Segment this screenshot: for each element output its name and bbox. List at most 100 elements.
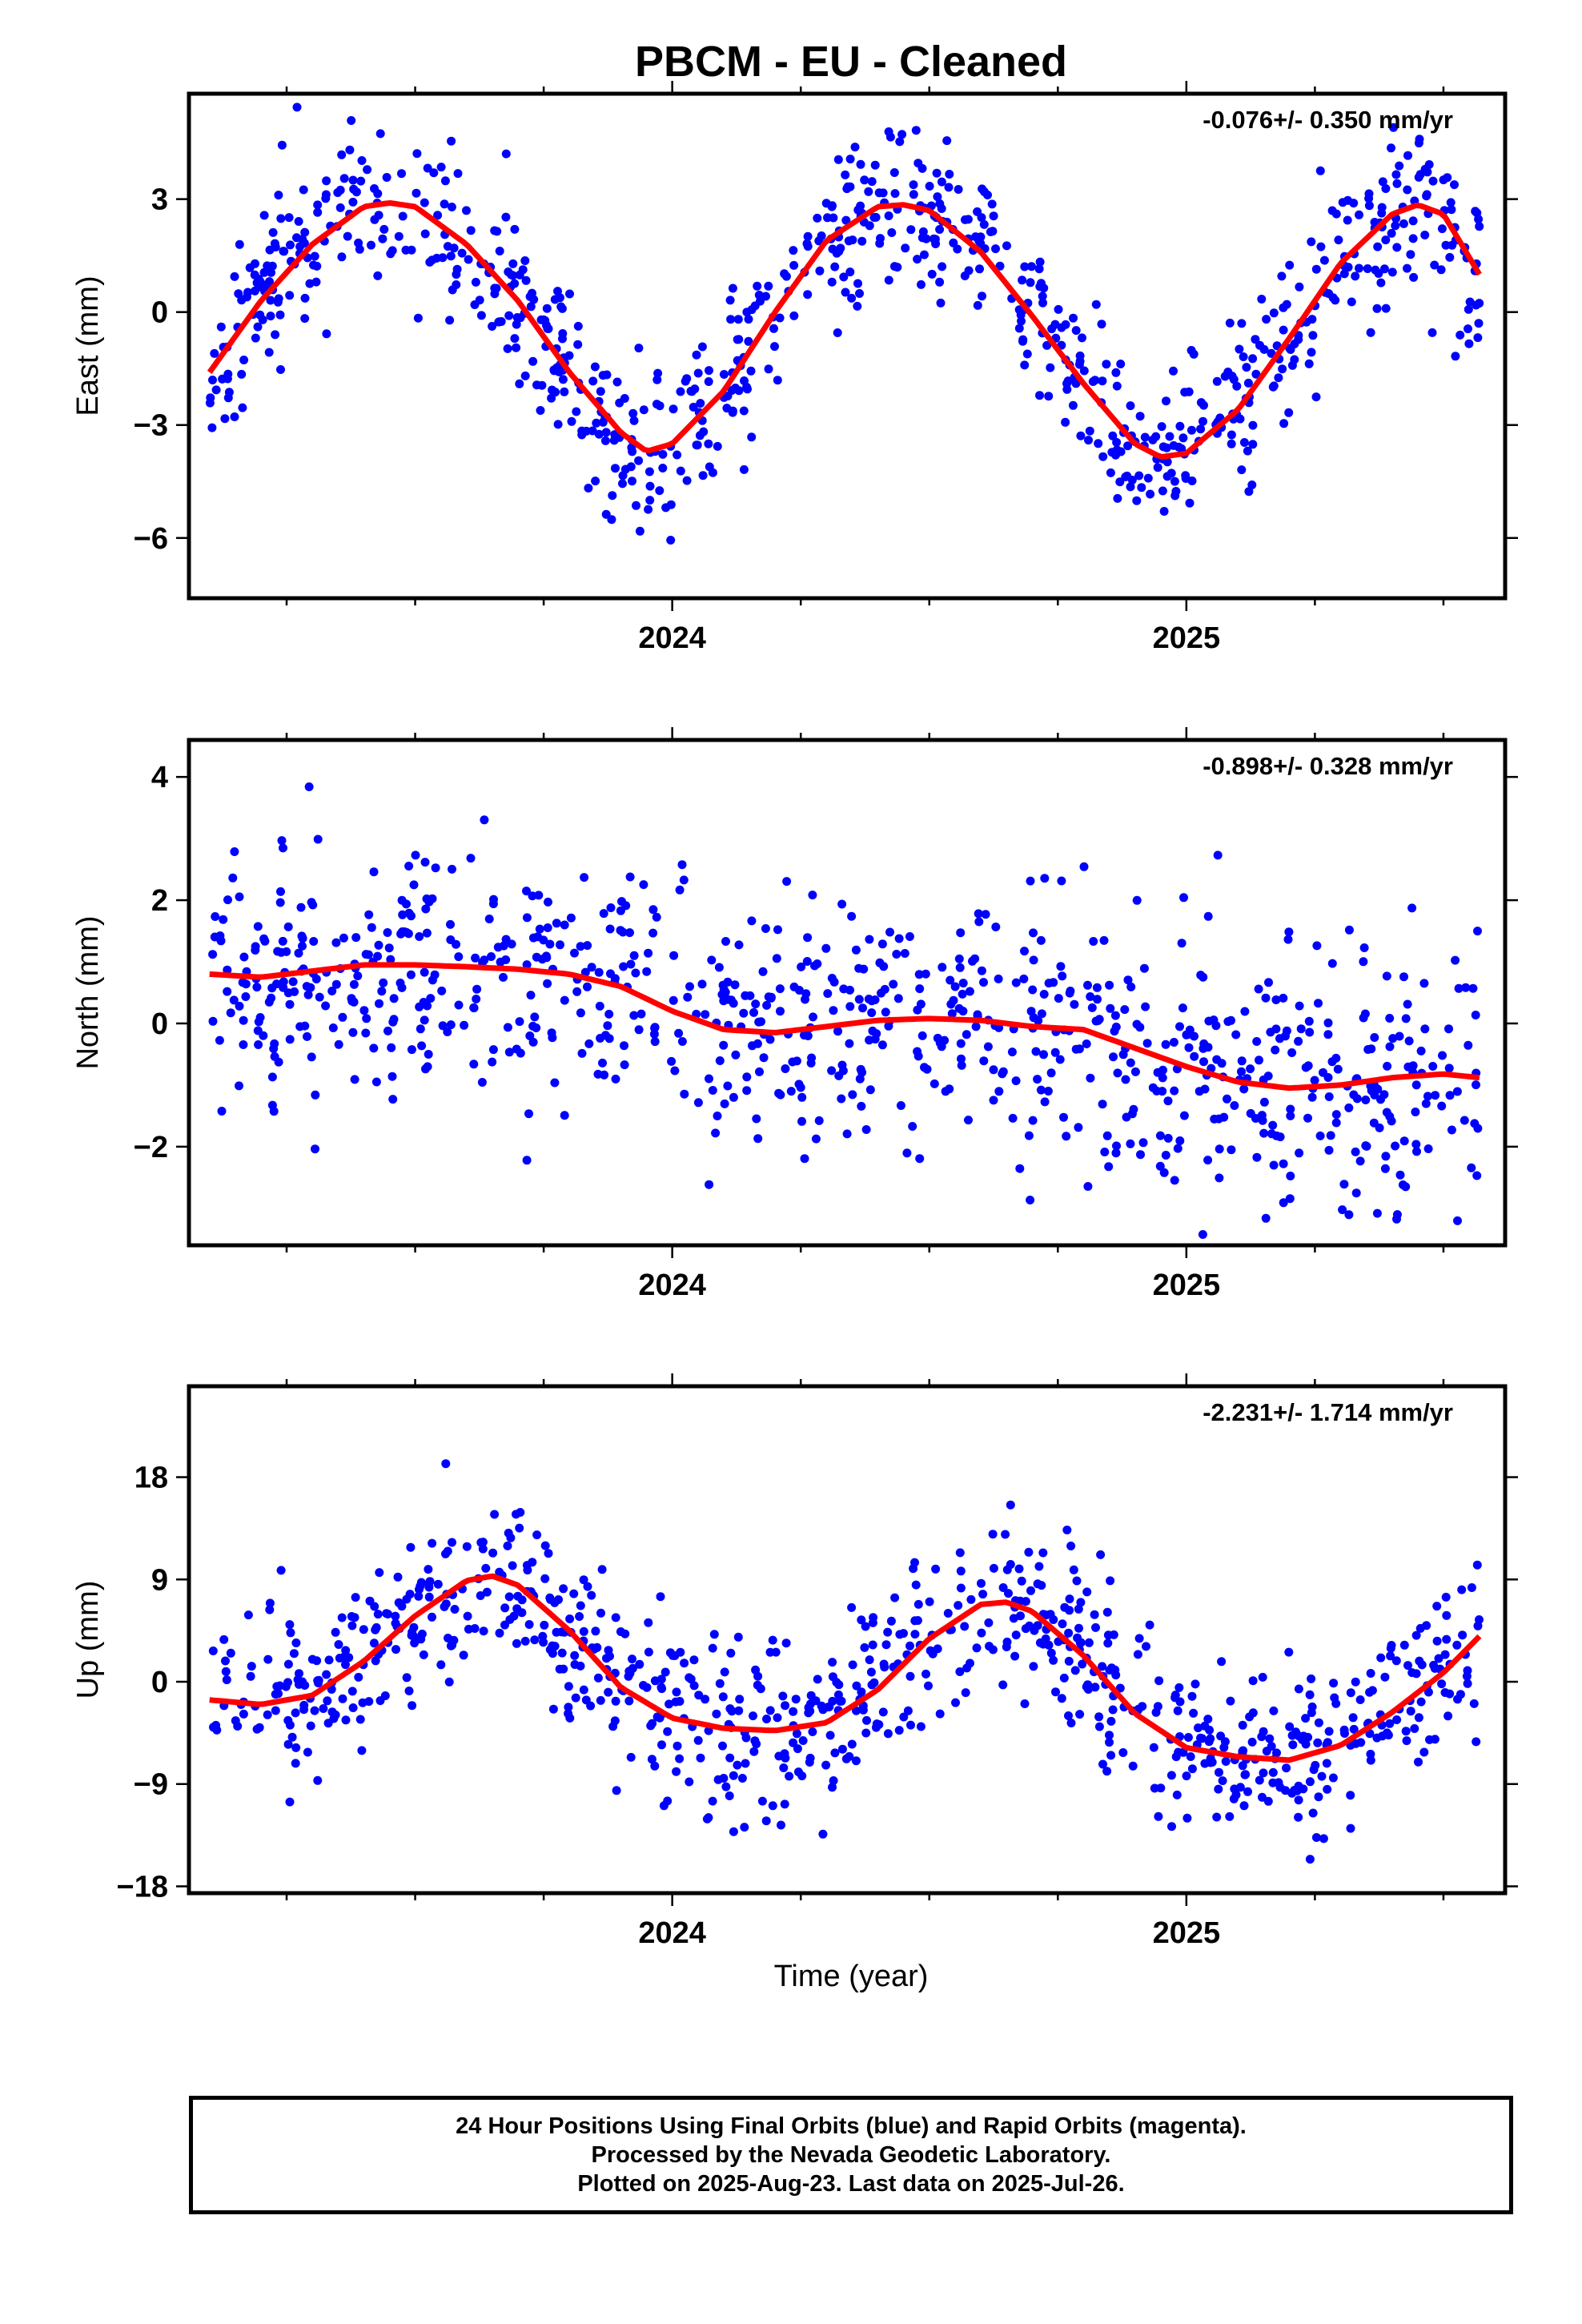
data-point (1161, 1039, 1170, 1049)
data-point (1355, 210, 1363, 219)
data-point (965, 987, 974, 996)
data-point (1153, 463, 1162, 472)
data-point (377, 987, 387, 996)
data-point (1035, 391, 1044, 400)
data-point (833, 328, 842, 337)
data-point (1106, 1716, 1116, 1726)
data-point (1257, 295, 1267, 304)
y-tick-label: 2 (151, 884, 168, 918)
data-point (1199, 1043, 1208, 1053)
data-point (313, 207, 323, 217)
data-point (915, 1154, 925, 1164)
fit-curve (207, 200, 1482, 460)
data-point (1112, 1141, 1121, 1151)
data-point (247, 1662, 256, 1671)
data-point (1070, 999, 1079, 1009)
data-point (300, 227, 310, 237)
data-point (1235, 344, 1244, 354)
data-point (1380, 1164, 1390, 1173)
data-point (884, 127, 893, 136)
data-point (723, 1081, 733, 1091)
data-point (833, 155, 843, 164)
data-point (1062, 1526, 1072, 1534)
data-point (1031, 1047, 1041, 1056)
data-point (1155, 1161, 1165, 1171)
data-point (540, 1620, 549, 1630)
data-point (1247, 1737, 1257, 1747)
data-point (683, 992, 693, 1002)
data-point (894, 1726, 904, 1735)
data-point (303, 1031, 311, 1041)
data-point (322, 1670, 331, 1679)
data-point (429, 168, 439, 178)
data-point (1033, 1075, 1042, 1084)
data-point (239, 1040, 248, 1049)
data-point (649, 1029, 659, 1039)
data-point (652, 400, 661, 409)
data-point (571, 1693, 580, 1703)
data-point (1226, 1696, 1235, 1706)
data-point (848, 1090, 857, 1100)
data-point (299, 1700, 309, 1710)
data-point (1215, 1767, 1223, 1777)
data-point (1248, 420, 1258, 430)
data-point (510, 224, 520, 234)
data-point (1283, 935, 1293, 944)
data-point (1246, 1064, 1255, 1074)
data-point (420, 229, 430, 239)
data-point (1049, 978, 1058, 987)
data-point (661, 1667, 670, 1677)
data-point (525, 292, 535, 301)
data-point (488, 1045, 498, 1055)
data-point (693, 368, 703, 378)
data-point (968, 956, 977, 966)
data-point (530, 1635, 540, 1645)
data-point (1203, 1156, 1213, 1165)
data-point (1028, 985, 1038, 995)
data-point (1284, 927, 1294, 937)
data-point (307, 898, 316, 907)
data-point (379, 224, 389, 234)
data-point (781, 271, 791, 281)
data-point (1137, 483, 1146, 493)
data-point (801, 995, 809, 1004)
data-point (1339, 1180, 1349, 1189)
data-point (1401, 1727, 1411, 1736)
data-point (1126, 1058, 1135, 1068)
data-point (927, 269, 937, 279)
data-point (917, 279, 926, 289)
data-point (1130, 1067, 1140, 1076)
data-point (1271, 995, 1281, 1004)
data-point (396, 979, 405, 987)
data-point (490, 226, 500, 235)
data-point (556, 940, 564, 950)
data-point (1240, 1007, 1250, 1016)
data-point (821, 943, 831, 953)
data-point (1035, 1638, 1045, 1647)
data-point (1324, 1727, 1334, 1736)
data-point (1295, 1001, 1304, 1011)
data-point (1120, 1005, 1130, 1015)
data-point (1135, 1023, 1145, 1032)
data-point (1403, 185, 1412, 195)
data-point (1016, 310, 1026, 320)
data-point (754, 291, 764, 300)
data-point (337, 1613, 347, 1622)
data-point (956, 928, 966, 938)
data-point (1011, 1630, 1021, 1640)
data-point (259, 267, 269, 277)
data-point (749, 1747, 759, 1756)
data-point (453, 169, 463, 179)
data-point (1441, 240, 1451, 250)
data-point (1165, 432, 1174, 441)
data-point (1239, 438, 1249, 447)
data-point (669, 951, 679, 960)
data-point (857, 1687, 866, 1697)
data-point (850, 143, 860, 152)
data-point (285, 1797, 295, 1807)
data-point (620, 1060, 629, 1070)
data-point (1445, 1689, 1455, 1699)
data-point (1445, 1091, 1455, 1100)
data-point (913, 1599, 923, 1609)
data-point (552, 1627, 561, 1637)
